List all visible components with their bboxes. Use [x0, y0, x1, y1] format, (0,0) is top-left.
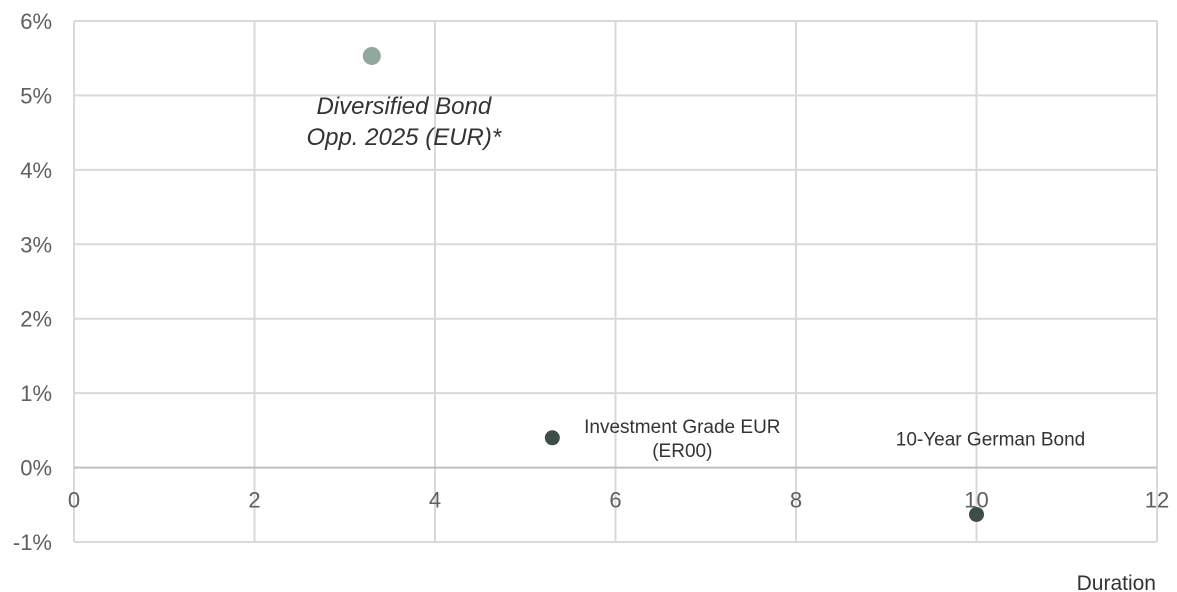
y-tick-label: 1%	[20, 381, 52, 406]
grid-layer	[73, 20, 1158, 543]
scatter-point	[544, 430, 560, 446]
point-label: Diversified Bond Opp. 2025 (EUR)*	[306, 93, 501, 151]
x-tick-label: 8	[790, 488, 802, 513]
y-tick-label: 4%	[20, 158, 52, 183]
point-label-line: Opp. 2025 (EUR)*	[306, 124, 501, 151]
point-labels: Diversified Bond Opp. 2025 (EUR)* Investme…	[306, 93, 1085, 462]
x-tick-label: 4	[429, 488, 441, 513]
data-points	[362, 46, 984, 522]
point-label: 10-Year German Bond	[896, 429, 1085, 450]
point-label-line: Diversified Bond	[316, 93, 491, 120]
x-axis-title: Duration	[1077, 572, 1156, 592]
y-tick-label: 2%	[20, 307, 52, 332]
scatter-point	[969, 506, 984, 522]
point-label-line: 10-Year German Bond	[896, 429, 1085, 450]
y-tick-label: 6%	[20, 9, 52, 34]
y-tick-label: -1%	[13, 530, 52, 555]
x-tick-label: 12	[1145, 488, 1169, 513]
y-tick-label: 5%	[20, 83, 52, 108]
point-label-line: (ER00)	[652, 441, 712, 462]
point-label: Investment Grade EUR (ER00)	[584, 417, 780, 462]
point-label-line: Investment Grade EUR	[584, 417, 780, 438]
scatter-point	[362, 46, 381, 65]
x-tick-label: 2	[248, 488, 260, 513]
y-tick-label: 0%	[20, 456, 52, 481]
y-tick-label: 3%	[20, 232, 52, 257]
x-tick-label: 0	[68, 488, 80, 513]
tick-labels: 0 2 4 6 8 10 126%5%4%3%2%1%0%-1%	[13, 9, 1169, 555]
x-tick-label: 6	[609, 488, 621, 513]
